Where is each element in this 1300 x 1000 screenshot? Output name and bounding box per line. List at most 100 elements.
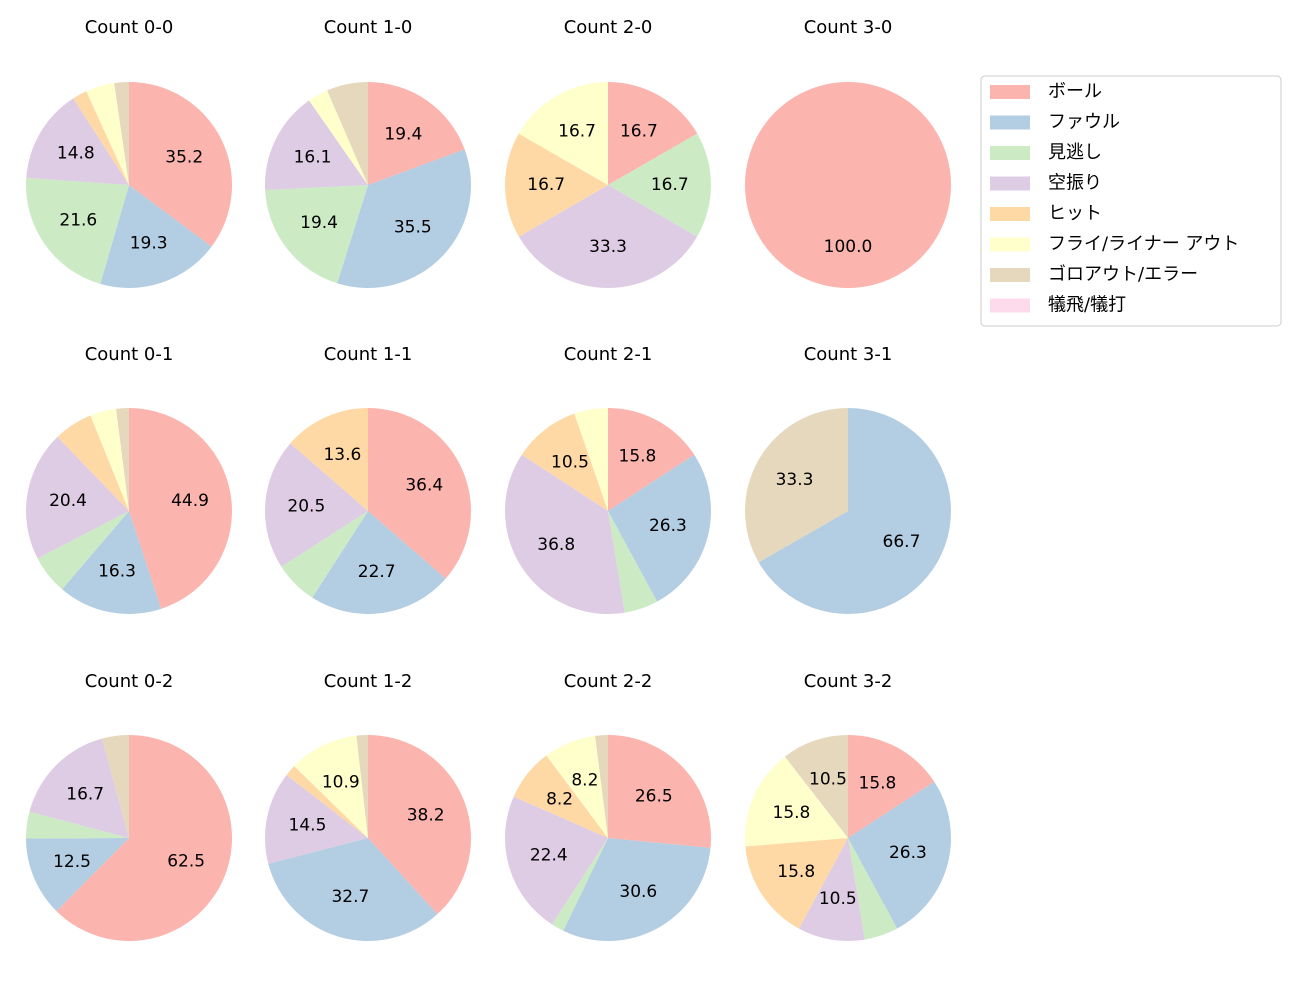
slice-label: 13.6 bbox=[323, 445, 361, 465]
slice-label: 16.7 bbox=[66, 784, 104, 804]
chart-title: Count 1-2 bbox=[324, 671, 413, 692]
pie-slice bbox=[265, 185, 368, 284]
pie-slice bbox=[745, 408, 848, 563]
pie-slice bbox=[26, 98, 130, 185]
chart-title: Count 0-1 bbox=[85, 344, 174, 365]
pie-slice bbox=[265, 100, 368, 191]
legend-swatch bbox=[990, 298, 1030, 313]
pie-slice bbox=[505, 454, 625, 614]
pie-slice bbox=[563, 838, 711, 941]
slice-label: 21.6 bbox=[59, 210, 97, 230]
legend-label: 空振り bbox=[1048, 173, 1102, 194]
slice-label: 35.2 bbox=[165, 147, 203, 167]
slice-label: 16.7 bbox=[651, 175, 689, 195]
pie-slice bbox=[521, 413, 608, 511]
legend-label: ファウル bbox=[1048, 112, 1120, 133]
chart-title: Count 1-0 bbox=[324, 17, 413, 38]
slice-label: 62.5 bbox=[167, 852, 205, 872]
slice-label: 16.7 bbox=[620, 121, 658, 141]
legend-swatch bbox=[990, 85, 1030, 99]
chart-title: Count 3-2 bbox=[804, 671, 893, 692]
pie-slice bbox=[368, 82, 465, 185]
chart-title: Count 2-0 bbox=[564, 17, 653, 38]
slice-label: 19.3 bbox=[130, 234, 168, 254]
pie-slice bbox=[286, 766, 368, 838]
legend-label: 犠飛/犠打 bbox=[1048, 295, 1126, 316]
slice-label: 100.0 bbox=[824, 237, 873, 257]
slice-label: 22.4 bbox=[530, 846, 568, 866]
slice-label: 26.3 bbox=[889, 843, 927, 863]
pie-slice bbox=[281, 511, 368, 598]
chart-title: Count 0-0 bbox=[85, 17, 174, 38]
slice-label: 33.3 bbox=[589, 237, 627, 257]
slice-label: 10.5 bbox=[819, 889, 857, 909]
legend-label: ボール bbox=[1048, 81, 1102, 102]
pie-slice bbox=[290, 408, 368, 511]
slice-label: 26.3 bbox=[649, 516, 687, 536]
slice-label: 10.5 bbox=[809, 770, 847, 790]
pie-slice bbox=[518, 82, 608, 185]
pie-slice bbox=[848, 781, 951, 929]
pie-slice bbox=[595, 735, 608, 838]
legend-label: ゴロアウト/エラー bbox=[1048, 264, 1198, 285]
chart-title: Count 2-1 bbox=[564, 344, 653, 365]
legend-swatch bbox=[990, 268, 1030, 282]
pie-slice bbox=[608, 133, 711, 237]
pie-slice bbox=[745, 838, 848, 929]
slice-label: 36.4 bbox=[405, 475, 443, 495]
pie-slice bbox=[309, 90, 368, 185]
pie-slice bbox=[745, 82, 951, 288]
slice-label: 35.5 bbox=[394, 218, 432, 238]
pie-slice bbox=[100, 185, 212, 288]
legend-box bbox=[980, 75, 1282, 327]
slice-label: 14.5 bbox=[289, 816, 327, 836]
pie-slice bbox=[784, 735, 848, 838]
pie-slice bbox=[264, 443, 368, 567]
pie-slice bbox=[368, 735, 471, 915]
legend-label: フライ/ライナー アウト bbox=[1048, 234, 1239, 255]
slice-label: 16.1 bbox=[294, 148, 332, 168]
chart-title: Count 2-2 bbox=[564, 671, 653, 692]
pie-slice bbox=[102, 735, 129, 838]
pie-slice bbox=[116, 408, 129, 511]
pie-slice bbox=[518, 185, 698, 288]
pie-slice bbox=[574, 408, 608, 511]
pie-slice bbox=[29, 738, 129, 838]
pie-slice bbox=[37, 511, 129, 590]
pie-slice bbox=[758, 408, 952, 614]
chart-title: Count 1-1 bbox=[324, 344, 413, 365]
pie-slice bbox=[268, 838, 438, 941]
pie-slice bbox=[505, 133, 608, 237]
pie-slice bbox=[264, 774, 368, 864]
slice-label: 30.6 bbox=[619, 882, 657, 902]
slice-label: 32.7 bbox=[331, 887, 369, 907]
legend-swatch bbox=[990, 207, 1030, 221]
pie-slice bbox=[90, 408, 129, 511]
slice-label: 16.3 bbox=[98, 562, 136, 582]
pie-slice bbox=[129, 82, 232, 247]
pie-slice bbox=[798, 838, 865, 941]
slice-label: 66.7 bbox=[883, 532, 921, 552]
slice-label: 20.5 bbox=[287, 497, 325, 517]
slice-label: 12.5 bbox=[53, 852, 91, 872]
pie-slice bbox=[73, 91, 129, 185]
pie-slice bbox=[356, 735, 368, 838]
legend-swatch bbox=[990, 237, 1030, 252]
slice-label: 16.7 bbox=[558, 121, 596, 141]
pie-slice bbox=[114, 82, 129, 185]
slice-label: 15.8 bbox=[773, 803, 811, 823]
pie-slice bbox=[62, 511, 162, 614]
pie-slice bbox=[57, 415, 129, 511]
pie-slice bbox=[608, 454, 711, 602]
slice-label: 22.7 bbox=[358, 562, 396, 582]
pie-slice bbox=[26, 838, 129, 912]
pie-slice bbox=[848, 735, 935, 838]
slice-label: 14.8 bbox=[57, 144, 95, 164]
legend-label: ヒット bbox=[1048, 203, 1102, 224]
pie-slice bbox=[848, 838, 898, 940]
slice-label: 10.5 bbox=[551, 452, 589, 472]
chart-title: Count 3-0 bbox=[804, 17, 893, 38]
legend-swatch bbox=[990, 146, 1030, 160]
legend-swatch bbox=[990, 176, 1030, 191]
